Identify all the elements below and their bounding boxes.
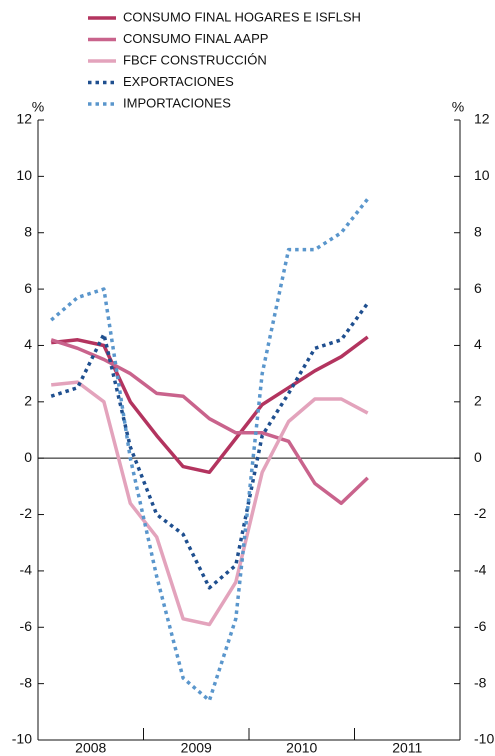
y2-tick-label: -6 — [474, 618, 487, 634]
y-tick-label: -6 — [20, 618, 33, 634]
y2-tick-label: -10 — [474, 731, 494, 747]
y-tick-label: 4 — [24, 336, 32, 352]
series-line — [50, 197, 370, 703]
legend-label: CONSUMO FINAL HOGARES E ISFLSH — [123, 9, 361, 24]
y2-tick-label: 0 — [474, 449, 482, 465]
x-tick-label: 2009 — [181, 740, 212, 756]
y-tick-label: 0 — [24, 449, 32, 465]
x-tick-label: 2010 — [286, 740, 317, 756]
y2-tick-label: 10 — [474, 167, 490, 183]
y-tick-label: 10 — [16, 167, 32, 183]
y-unit-label: % — [32, 99, 44, 115]
y2-tick-label: 8 — [474, 223, 482, 239]
y2-tick-label: 4 — [474, 336, 482, 352]
legend-label: IMPORTACIONES — [123, 95, 231, 110]
y-tick-label: 8 — [24, 223, 32, 239]
y2-tick-label: 6 — [474, 280, 482, 296]
y2-unit-label: % — [452, 99, 464, 115]
legend-label: CONSUMO FINAL AAPP — [123, 31, 268, 46]
y-tick-label: -10 — [12, 731, 32, 747]
y-tick-label: 12 — [16, 111, 32, 127]
legend-label: FBCF CONSTRUCCIÓN — [123, 52, 267, 67]
series-line — [50, 302, 370, 590]
y2-tick-label: -4 — [474, 562, 487, 578]
legend-label: EXPORTACIONES — [123, 74, 234, 89]
series-line — [51, 335, 369, 475]
y-tick-label: -4 — [20, 562, 33, 578]
y2-tick-label: -2 — [474, 505, 487, 521]
y-tick-label: 2 — [24, 393, 32, 409]
series-line — [51, 380, 369, 627]
x-tick-label: 2008 — [75, 740, 106, 756]
series-line — [50, 338, 369, 506]
y-tick-label: -2 — [20, 505, 33, 521]
x-tick-label: 2011 — [392, 740, 422, 756]
y2-tick-label: 2 — [474, 393, 482, 409]
y-tick-label: -8 — [20, 674, 33, 690]
y-tick-label: 6 — [24, 280, 32, 296]
y2-tick-label: -8 — [474, 674, 487, 690]
y2-tick-label: 12 — [474, 111, 490, 127]
